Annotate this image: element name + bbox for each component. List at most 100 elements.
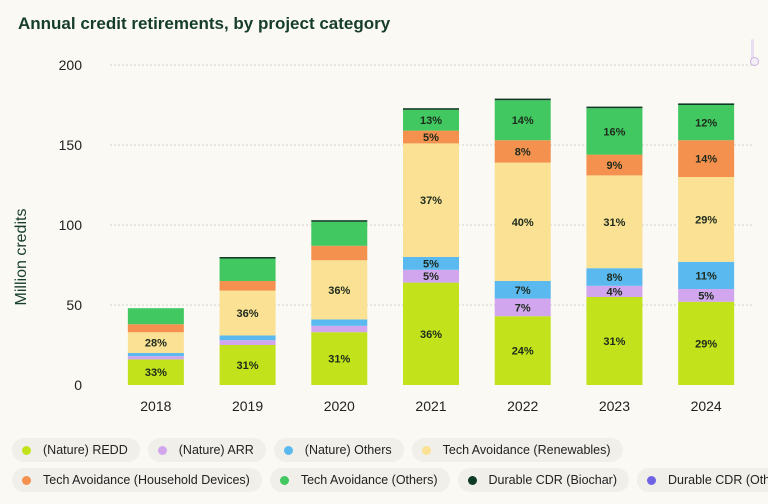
bar-segment xyxy=(494,140,551,163)
y-tick-label: 50 xyxy=(66,297,82,313)
data-label: 24% xyxy=(512,346,534,358)
bar-segment xyxy=(678,289,735,302)
bar-segment xyxy=(678,301,735,385)
data-label: 31% xyxy=(603,217,625,229)
legend-item-tech-household[interactable]: Tech Avoidance (Household Devices) xyxy=(12,468,262,492)
bar-segment xyxy=(127,324,184,333)
legend-swatch xyxy=(22,445,31,455)
chart-legend: (Nature) REDD (Nature) ARR (Nature) Othe… xyxy=(12,438,768,498)
data-label: 40% xyxy=(512,217,534,229)
x-tick-label: 2021 xyxy=(415,398,446,414)
legend-row: Tech Avoidance (Household Devices) Tech … xyxy=(12,468,768,492)
legend-swatch xyxy=(467,475,477,485)
bar-segment xyxy=(586,175,643,269)
data-label: 13% xyxy=(420,115,442,127)
legend-item-nature-others[interactable]: (Nature) Others xyxy=(273,438,404,462)
bar-segment xyxy=(678,140,735,177)
bar-segment xyxy=(311,245,368,261)
bar-segment xyxy=(219,335,276,341)
data-label: 31% xyxy=(603,336,625,348)
bar-segment xyxy=(494,298,551,317)
x-tick-label: 2024 xyxy=(691,398,722,414)
chart-title: Annual credit retirements, by project ca… xyxy=(18,14,391,33)
bar-segment xyxy=(403,143,459,257)
data-label: 33% xyxy=(145,367,167,379)
bar-segment xyxy=(219,257,276,259)
legend-swatch xyxy=(283,445,293,455)
bar-segment xyxy=(678,177,735,262)
bar-segment xyxy=(494,316,551,385)
x-tick-label: 2020 xyxy=(324,398,355,414)
legend-item-cdr-biochar[interactable]: Durable CDR (Biochar) xyxy=(457,468,630,492)
legend-item-tech-renewables[interactable]: Tech Avoidance (Renewables) xyxy=(411,438,623,462)
data-label: 37% xyxy=(420,195,442,207)
x-tick-label: 2019 xyxy=(232,398,263,414)
x-tick-label: 2023 xyxy=(599,398,630,414)
bar-segment xyxy=(127,332,184,353)
bar-segment xyxy=(586,268,643,286)
data-label: 8% xyxy=(515,146,531,158)
bar-segment xyxy=(678,103,735,105)
bar-chart: 0 50 100 150 200 Million credits 33% 28% 2018 31%… xyxy=(13,57,752,414)
bar-segment xyxy=(403,130,459,144)
bar-segment xyxy=(311,325,368,333)
legend-swatch xyxy=(22,475,31,485)
bar-segment xyxy=(494,98,551,101)
bar-segment xyxy=(586,108,643,155)
legend-item-nature-redd[interactable]: (Nature) REDD xyxy=(12,438,140,462)
data-label: 36% xyxy=(420,329,442,341)
data-label: 5% xyxy=(698,290,714,302)
bar-segment xyxy=(311,332,368,385)
legend-label: Durable CDR (Biochar) xyxy=(488,473,618,487)
bar-segment xyxy=(219,281,276,291)
bar-segment xyxy=(586,285,643,297)
data-label: 14% xyxy=(512,115,534,127)
legend-item-tech-others[interactable]: Tech Avoidance (Others) xyxy=(269,468,450,492)
bar-segment xyxy=(403,109,459,131)
y-tick-label: 150 xyxy=(59,137,83,153)
bar-segment xyxy=(403,108,459,110)
x-tick-label: 2018 xyxy=(140,398,171,414)
data-label: 8% xyxy=(606,272,622,284)
data-label: 4% xyxy=(606,286,622,298)
data-label: 7% xyxy=(515,285,531,297)
legend-label: (Nature) Others xyxy=(304,443,392,457)
legend-label: Tech Avoidance (Household Devices) xyxy=(43,473,250,487)
y-tick-label: 100 xyxy=(59,217,83,233)
data-label: 36% xyxy=(328,285,350,297)
y-axis-title: Million credits xyxy=(13,209,30,306)
bar-segment xyxy=(678,261,735,289)
data-label: 14% xyxy=(695,154,717,166)
bar-segment xyxy=(219,290,276,336)
data-label: 11% xyxy=(695,270,717,282)
legend-swatch xyxy=(279,475,289,485)
data-label: 5% xyxy=(423,271,439,283)
legend-item-cdr-others[interactable]: Durable CDR (Others) xyxy=(637,468,768,492)
data-label: 9% xyxy=(606,160,622,172)
legend-label: Tech Avoidance (Renewables) xyxy=(442,443,611,457)
data-label: 29% xyxy=(695,338,717,350)
bar-segment xyxy=(311,260,368,320)
legend-swatch xyxy=(647,475,657,485)
bar-segment xyxy=(127,308,184,325)
x-tick-label: 2022 xyxy=(507,398,538,414)
bar-segment xyxy=(494,162,551,281)
bar-segment xyxy=(311,221,368,246)
data-label: 29% xyxy=(695,214,717,226)
legend-label: Tech Avoidance (Others) xyxy=(300,473,438,487)
bar-segment xyxy=(403,257,459,270)
legend-label: (Nature) REDD xyxy=(43,443,128,457)
scrollbar-handle[interactable] xyxy=(750,57,759,66)
bar-segment xyxy=(219,340,276,345)
bar-segment xyxy=(494,281,551,299)
legend-label: (Nature) ARR xyxy=(178,443,254,457)
bar-segment xyxy=(127,353,184,357)
data-label: 12% xyxy=(695,118,717,130)
scrollbar-track[interactable] xyxy=(751,39,754,61)
legend-label: Durable CDR (Others) xyxy=(668,473,768,487)
data-label: 31% xyxy=(237,360,259,372)
bar-segment xyxy=(219,345,276,385)
data-label: 31% xyxy=(328,354,350,366)
legend-item-nature-arr[interactable]: (Nature) ARR xyxy=(147,438,266,462)
bar-segment xyxy=(219,258,276,281)
